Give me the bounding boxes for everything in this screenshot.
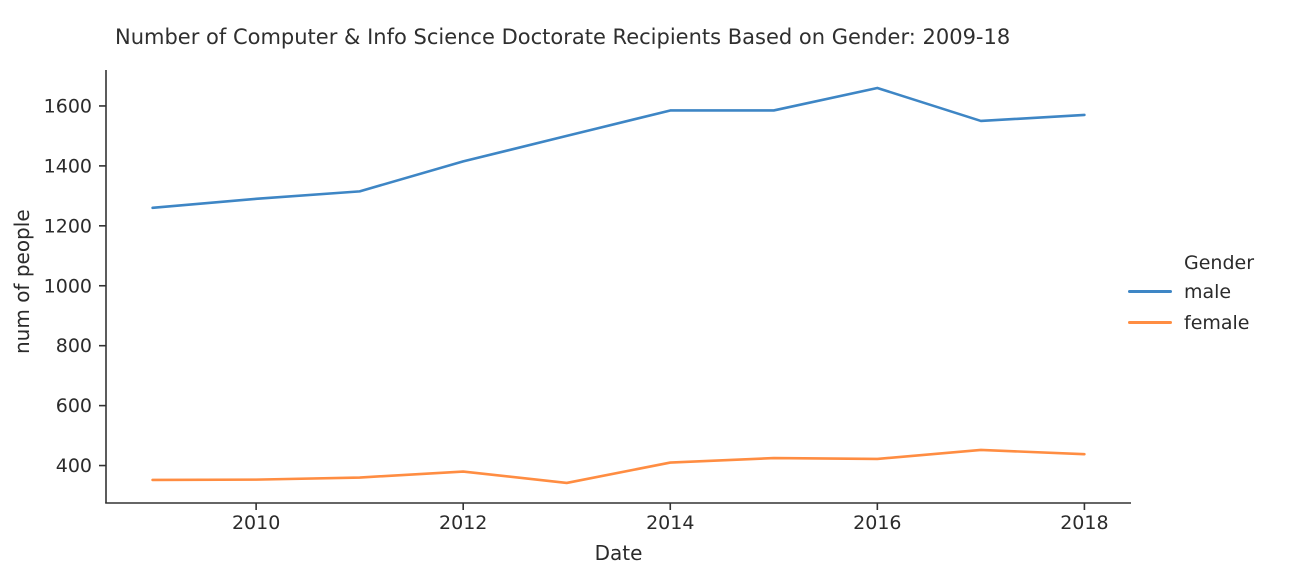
y-tick-label: 1600 bbox=[44, 95, 92, 117]
x-tick-label: 2014 bbox=[646, 512, 694, 534]
x-tick-label: 2010 bbox=[232, 512, 280, 534]
x-tick-label: 2012 bbox=[439, 512, 487, 534]
legend-item-female: female bbox=[1128, 307, 1292, 338]
y-axis-label: num of people bbox=[10, 209, 34, 354]
legend-item-male: male bbox=[1128, 276, 1292, 307]
female-legend-swatch bbox=[1128, 321, 1172, 324]
x-tick-label: 2016 bbox=[853, 512, 901, 534]
y-tick-label: 1400 bbox=[44, 155, 92, 177]
x-tick-label: 2018 bbox=[1060, 512, 1108, 534]
chart-title: Number of Computer & Info Science Doctor… bbox=[115, 25, 1011, 49]
y-tick-label: 1200 bbox=[44, 215, 92, 237]
y-tick-label: 600 bbox=[56, 395, 92, 417]
male-legend-label: male bbox=[1184, 280, 1232, 303]
y-tick-label: 1000 bbox=[44, 275, 92, 297]
x-axis-label: Date bbox=[594, 541, 643, 565]
female-legend-label: female bbox=[1184, 311, 1250, 334]
legend-title: Gender bbox=[1184, 252, 1255, 274]
y-tick-label: 800 bbox=[56, 335, 92, 357]
male-line bbox=[151, 86, 1086, 210]
legend-entries: male female bbox=[1128, 276, 1292, 338]
male-legend-swatch bbox=[1128, 290, 1172, 293]
y-tick-label: 400 bbox=[56, 455, 92, 477]
legend: Gender male female bbox=[1128, 250, 1292, 338]
female-line bbox=[151, 448, 1086, 485]
